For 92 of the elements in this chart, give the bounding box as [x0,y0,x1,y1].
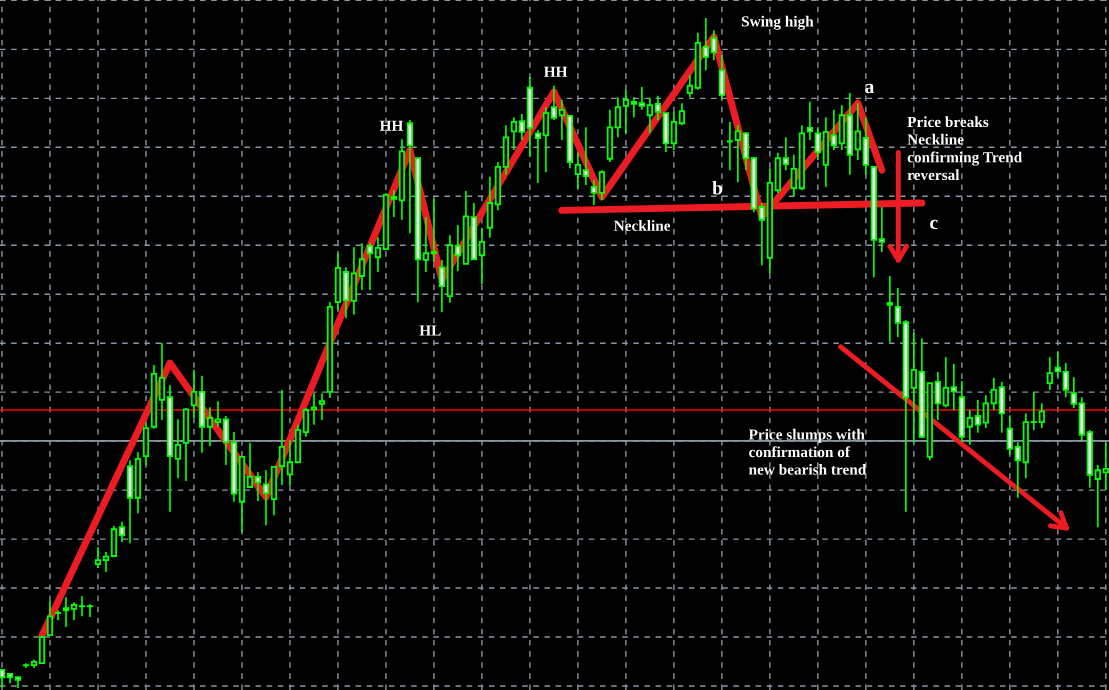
candlestick [814,126,821,161]
candlestick [558,98,566,141]
candlestick [302,407,310,438]
candlestick [942,356,949,409]
candlestick [174,418,182,480]
candlestick [366,242,374,291]
candlestick [710,29,717,62]
candlestick [782,136,789,171]
candlestick [702,17,709,72]
candlestick [630,96,637,119]
candlestick [358,242,366,291]
annotation: c [930,219,938,230]
candlestick [86,603,94,618]
candlestick [518,113,526,141]
candlestick [910,332,917,443]
candlestick [790,153,797,198]
candlestick [542,106,550,174]
candlestick [94,546,102,569]
candlestick [422,216,430,273]
candlestick [678,102,685,127]
candlestick [886,275,893,344]
candlestick [190,368,198,419]
candlestick [430,198,438,263]
candlestick [1094,464,1101,529]
candlestick [102,551,110,573]
candlestick [550,84,558,121]
annotation: Price slumps with confirmation of new bearish trend [748,428,867,475]
annotation: Price breaks Neckline confirming Trend reversal [907,116,1023,181]
candlestick [158,342,166,421]
candlestick [262,469,270,527]
candlestick [222,415,230,466]
candlestick [806,100,813,141]
candlestick [214,400,222,428]
candlestick [686,74,693,98]
candlestick [206,406,214,447]
candlestick [438,259,446,314]
candlestick [646,96,653,135]
candlestick [390,189,398,218]
candlestick [278,389,286,486]
candlestick [966,409,973,446]
candlestick [510,116,518,151]
annotation: a [865,83,875,94]
candlestick [70,601,78,622]
candlestick [1054,351,1061,378]
candlestick [246,441,254,488]
candlestick [830,109,837,151]
candlestick [54,609,62,622]
candlestick [1062,362,1069,399]
candlestick [582,126,589,186]
candlestick [254,471,262,502]
candlestick [534,129,542,184]
candlestick [1014,441,1021,499]
candlestick [318,392,326,421]
candlestick [982,394,989,429]
annotation: HL [419,325,441,336]
annotation: b [712,180,723,195]
candlestick [62,596,70,628]
candlestick [734,124,741,184]
candlestick [670,111,677,151]
candlestick [1046,356,1053,391]
candlestick [1070,376,1077,409]
candlestick [854,102,861,161]
candlestick [614,96,621,139]
candlestick [758,202,765,267]
candlestick [590,179,597,206]
candlestick [286,439,294,486]
candlestick [878,206,885,253]
candlestick [950,362,957,411]
candlestick [598,169,605,202]
candlestick [654,94,661,121]
candlestick [934,370,941,421]
candlestick [1006,414,1013,456]
candlestick [894,287,901,338]
candlestick [374,236,382,273]
candlestick [974,399,981,434]
candlestick [478,226,486,285]
candlestick [1038,402,1045,429]
candlestick [990,376,997,411]
candlestick [46,600,54,636]
candlestick [638,86,645,111]
annotation: Swing high [741,15,814,30]
annotation: HH [379,120,404,131]
candlestick [310,392,318,426]
candlestick [622,88,629,135]
candlestick [454,224,462,273]
candlestick [406,119,414,234]
annotation: HH [543,66,568,77]
candlestick [78,595,86,618]
candlestick [118,521,126,543]
candlestick [1102,441,1109,491]
annotation: Neckline [613,220,671,231]
candlestick [574,151,582,190]
